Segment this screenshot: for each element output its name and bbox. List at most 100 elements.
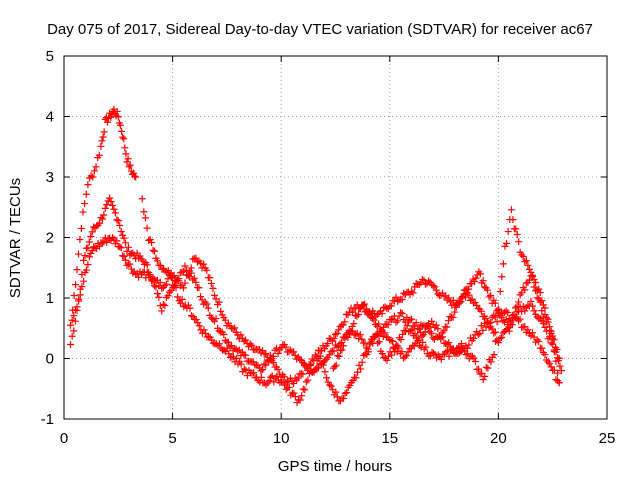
- data-point: [71, 306, 79, 314]
- data-point: [460, 290, 468, 298]
- data-point: [375, 338, 383, 346]
- data-point: [67, 321, 75, 329]
- data-point: [541, 323, 549, 331]
- y-tick-label: 5: [46, 48, 54, 65]
- data-point: [409, 289, 417, 297]
- data-point: [498, 313, 506, 321]
- data-point: [512, 225, 520, 233]
- data-point: [499, 317, 507, 325]
- data-point: [307, 361, 315, 369]
- data-point: [74, 250, 82, 258]
- data-point: [442, 339, 450, 347]
- data-point: [538, 307, 546, 315]
- data-point: [296, 355, 304, 363]
- data-point: [366, 340, 374, 348]
- data-point: [385, 336, 393, 344]
- data-point: [471, 298, 479, 306]
- data-point: [186, 304, 194, 312]
- data-point: [388, 351, 396, 359]
- data-point: [513, 231, 521, 239]
- data-point: [532, 278, 540, 286]
- data-point: [78, 283, 86, 291]
- data-point: [229, 325, 237, 333]
- data-point: [364, 348, 372, 356]
- data-point: [321, 368, 329, 376]
- data-point: [276, 345, 284, 353]
- data-point: [103, 238, 111, 246]
- data-point: [476, 270, 484, 278]
- data-point: [80, 256, 88, 264]
- data-point: [256, 378, 264, 386]
- data-point: [425, 277, 433, 285]
- data-point: [207, 279, 215, 287]
- data-point: [553, 345, 561, 353]
- data-point: [122, 256, 130, 264]
- data-point: [379, 332, 387, 340]
- data-point: [90, 167, 98, 175]
- data-point: [209, 339, 217, 347]
- data-point: [362, 307, 370, 315]
- data-point: [122, 150, 130, 158]
- data-point: [106, 194, 114, 202]
- x-tick-labels: 0 5 10 15 20 25: [60, 430, 616, 447]
- data-point: [123, 247, 131, 255]
- data-point: [361, 339, 369, 347]
- data-point: [192, 316, 200, 324]
- data-point: [535, 337, 543, 345]
- data-point: [300, 360, 308, 368]
- data-point: [461, 347, 469, 355]
- data-point: [240, 365, 248, 373]
- data-point: [237, 360, 245, 368]
- data-point: [325, 351, 333, 359]
- data-point: [490, 351, 498, 359]
- data-point: [341, 389, 349, 397]
- data-point: [449, 296, 457, 304]
- data-point: [178, 268, 186, 276]
- data-point: [341, 318, 349, 326]
- data-point: [412, 319, 420, 327]
- data-point: [119, 252, 127, 260]
- data-point: [353, 312, 361, 320]
- data-point: [525, 265, 533, 273]
- data-point: [343, 389, 351, 397]
- data-point: [521, 323, 529, 331]
- data-point: [109, 233, 117, 241]
- data-point: [479, 326, 487, 334]
- data-point: [541, 311, 549, 319]
- data-point: [378, 350, 386, 358]
- data-point: [164, 292, 172, 300]
- data-point: [257, 373, 265, 381]
- data-point: [327, 382, 335, 390]
- data-point: [522, 257, 530, 265]
- data-point: [340, 394, 348, 402]
- data-point: [156, 262, 164, 270]
- data-point: [519, 303, 527, 311]
- data-point: [175, 275, 183, 283]
- data-point: [138, 195, 146, 203]
- data-point: [153, 290, 161, 298]
- data-point: [397, 336, 405, 344]
- data-point: [521, 286, 529, 294]
- data-point: [301, 386, 309, 394]
- data-point: [395, 344, 403, 352]
- data-point: [215, 327, 223, 335]
- data-point: [421, 280, 429, 288]
- data-point: [493, 318, 501, 326]
- data-point: [342, 333, 350, 341]
- data-point: [210, 291, 218, 299]
- data-point: [156, 278, 164, 286]
- data-point: [107, 198, 115, 206]
- data-point: [524, 301, 532, 309]
- data-point: [544, 318, 552, 326]
- data-point: [242, 336, 250, 344]
- data-point: [143, 261, 151, 269]
- data-point: [524, 326, 532, 334]
- data-point: [499, 329, 507, 337]
- data-point: [462, 351, 470, 359]
- data-point: [209, 315, 217, 323]
- data-point: [521, 307, 529, 315]
- data-point: [153, 257, 161, 265]
- data-point: [503, 239, 511, 247]
- data-point: [319, 361, 327, 369]
- data-point: [499, 260, 507, 268]
